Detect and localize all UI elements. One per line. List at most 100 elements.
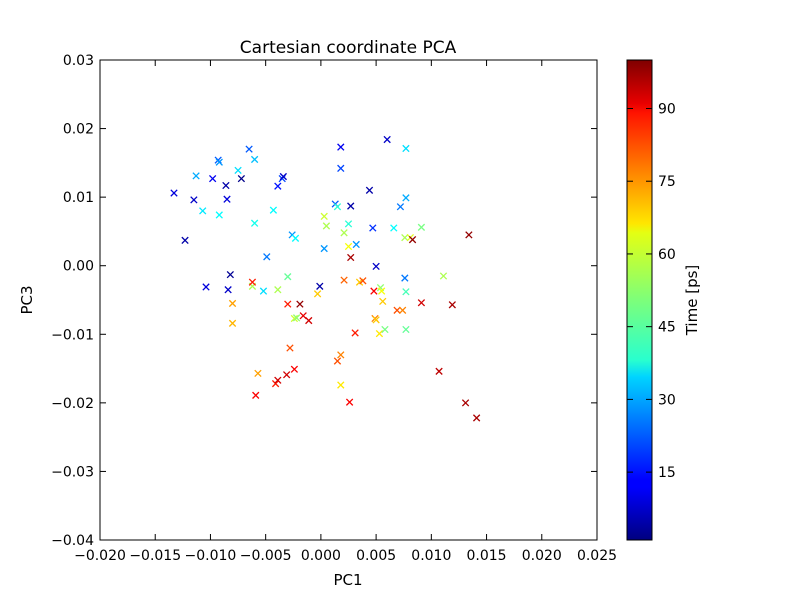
plot-area [100,60,597,540]
scatter-point [248,278,257,286]
scatter-point [465,231,473,239]
scatter-point [226,270,234,279]
scatter-point [237,174,246,183]
x-axis-ticks: −0.020 −0.015 −0.010 −0.005 0.000 0.005 0.010 0… [74,60,617,564]
x-tick-label: 0.025 [577,548,617,564]
scatter-point [259,287,268,295]
y-tick-label: 0.00 [63,259,94,275]
scatter-point [337,351,345,359]
scatter-point [398,306,407,314]
scatter-point [359,277,367,285]
y-tick-label: −0.04 [51,533,94,549]
colorbar-tick-label: 90 [658,101,676,117]
scatter-point [402,325,410,334]
chart-title: Cartesian coordinate PCA [240,38,457,58]
scatter-point [202,283,210,291]
scatter-point [223,195,231,203]
scatter-point [365,186,374,194]
scatter-point [401,233,409,242]
y-tick-label: −0.02 [51,396,94,412]
x-tick-label: 0.020 [522,548,562,564]
plot-frame [99,59,598,541]
y-axis-ticks: 0.03 0.02 0.01 0.00 −0.01 −0.02 −0.03 −0.04 [51,53,597,549]
scatter-point [461,399,470,407]
x-axis-label: PC1 [333,571,362,589]
scatter-point [224,286,232,294]
scatter-point [245,145,253,153]
scatter-point [284,273,292,281]
scatter-point [337,381,345,389]
scatter-point [347,202,355,210]
colorbar-label: Time [ps] [683,265,701,337]
x-tick-label: −0.015 [129,548,181,564]
scatter-point [190,196,198,204]
scatter-point [269,206,278,214]
scatter-point [271,379,280,388]
x-tick-label: −0.010 [185,548,237,564]
scatter-point [291,234,300,242]
scatter-point [390,224,398,232]
scatter-point [344,220,353,228]
y-tick-label: −0.03 [51,464,94,480]
scatter-point [214,156,222,164]
scatter-point [290,314,299,323]
x-tick-label: −0.020 [74,548,126,564]
scatter-point [417,299,426,307]
scatter-point [439,272,448,280]
scatter-point [351,329,359,337]
scatter-point [340,276,348,284]
scatter-point [305,316,313,325]
scatter-point [274,182,282,190]
scatter-point [250,155,259,164]
scatter-point [369,224,377,232]
colorbar-tick-label: 75 [658,174,676,190]
scatter-point [215,158,223,166]
scatter-point [192,172,200,180]
scatter-point [208,174,217,183]
scatter-point [393,306,401,314]
scatter-point [274,286,282,294]
colorbar [626,59,653,541]
colorbar-ticks: 15 30 45 60 75 90 [627,101,676,481]
scatter-point [254,369,262,378]
scatter-point [320,212,328,221]
scatter-point [401,274,409,282]
scatter-points [170,135,481,422]
x-tick-label: 0.005 [356,548,396,564]
y-tick-label: −0.01 [51,327,94,343]
scatter-point [344,242,353,251]
scatter-point [402,288,410,296]
y-tick-label: 0.03 [63,53,94,69]
scatter-point [402,144,410,153]
scatter-point [370,287,378,295]
scatter-point [375,329,384,338]
scatter-point [292,314,301,322]
scatter-point [228,299,237,308]
scatter-point [282,371,291,379]
scatter-point [472,414,481,422]
scatter-point [215,211,223,219]
colorbar-tick-label: 45 [658,320,676,336]
scatter-point [250,219,259,227]
scatter-point [337,143,345,151]
scatter-point [402,194,410,202]
y-tick-label: 0.02 [63,122,94,138]
colorbar-tick-label: 15 [658,465,676,481]
x-tick-label: −0.005 [240,548,292,564]
scatter-point [417,223,426,231]
y-tick-label: 0.01 [63,190,94,206]
scatter-point [199,207,207,215]
scatter-point [222,181,230,190]
scatter-point [337,164,345,173]
scatter-point [274,376,282,384]
scatter-point [279,172,287,181]
y-axis-label: PC3 [18,285,36,314]
scatter-point [234,166,242,175]
scatter-point [284,300,292,308]
scatter-point [379,297,387,306]
scatter-point [320,244,328,253]
scatter-point [372,262,380,271]
scatter-point [372,316,380,324]
scatter-point [316,282,324,290]
